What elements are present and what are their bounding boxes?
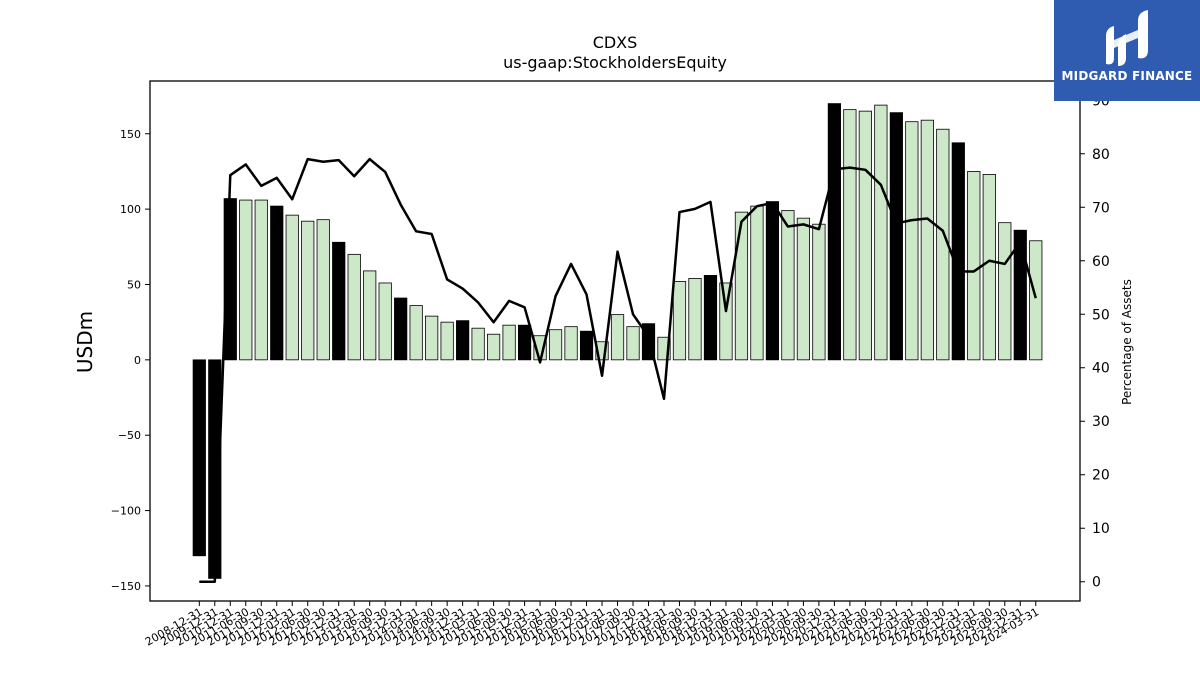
y-axis-label: USDm [73,311,97,373]
bar-2020-09-30 [827,103,841,361]
bar-2016-03-31 [548,329,563,361]
bar-2023-09-30 [1013,229,1027,361]
y2-tick-label: 40 [1092,361,1110,377]
bar-2014-06-30 [440,321,454,361]
bar-2008-12-31 [192,359,206,557]
y2-tick-label: 30 [1092,414,1110,430]
bar-2017-03-31 [610,314,625,361]
x-axis: 2008-12-312009-12-312010-12-312011-06-30… [143,601,1041,649]
bar-2015-06-30 [502,324,516,361]
chart-subtitle: us-gaap:StockholdersEquity [503,53,727,72]
y2-tick-label: 0 [1092,575,1101,591]
chart-title: CDXS [593,33,638,52]
midgard-logo-icon [1106,10,1148,66]
bar-2016-09-30 [579,330,594,361]
bar-2014-12-31 [471,327,485,361]
bar-2019-06-30 [750,205,764,361]
bar-2021-12-31 [905,121,919,361]
bar-2021-03-31 [858,110,872,361]
percentage-of-assets-line [199,157,1037,583]
bar-2023-06-30 [998,222,1012,361]
bar-2018-09-30 [703,275,718,361]
y-tick-label: −50 [118,429,141,442]
bar-2019-09-30 [765,201,780,361]
y-tick-label: 150 [120,128,141,141]
bar-2021-06-30 [874,104,888,361]
bar-2018-03-31 [672,281,687,361]
bar-2016-06-30 [564,326,578,361]
bar-2013-06-30 [378,282,392,361]
y2-tick-label: 60 [1092,254,1110,270]
bar-2020-06-30 [812,223,826,361]
y-axis-left: −150 −100 −50 0 50 100 150 [111,128,150,593]
y2-tick-label: 80 [1092,147,1110,163]
bar-2021-09-30 [889,112,903,361]
y-tick-label: 100 [120,203,141,216]
y-tick-label: 50 [127,278,141,291]
bar-2015-09-30 [517,324,532,361]
bar-2013-12-31 [409,305,423,361]
bar-series [192,103,1043,579]
bar-2020-12-31 [843,109,857,361]
bar-2017-06-30 [626,326,640,361]
y-tick-label: −150 [111,580,141,593]
bar-2013-03-31 [363,270,377,361]
y2-tick-label: 50 [1092,307,1110,323]
bar-2012-12-31 [347,253,361,361]
bar-2014-09-30 [456,320,470,361]
bar-2012-03-31 [301,220,315,361]
bar-2018-12-31 [719,282,733,361]
bar-2022-12-31 [967,171,981,361]
bar-2019-03-31 [734,211,749,361]
bar-2013-09-30 [394,297,408,361]
bar-2019-12-31 [781,210,795,361]
y2-axis-label: Percentage of Assets [1120,279,1134,405]
bar-2012-06-30 [316,219,330,361]
bar-2015-03-31 [487,333,501,361]
brand-name: MIDGARD FINANCE [1061,69,1193,83]
bar-2020-03-31 [796,217,811,361]
bar-2022-03-31 [920,119,934,361]
y-tick-label: 0 [134,354,141,367]
bar-2011-12-31 [285,214,299,361]
bar-2018-06-30 [688,278,702,361]
bar-2011-09-30 [270,205,284,361]
plot-frame [149,80,1081,602]
bar-2022-09-30 [951,142,965,361]
bar-2011-03-31 [239,199,253,361]
y2-tick-label: 10 [1092,521,1110,537]
bar-2023-03-31 [982,174,996,361]
bar-2011-06-30 [254,199,268,361]
bar-2014-03-31 [425,315,439,361]
y2-tick-label: 20 [1092,468,1110,484]
bar-2023-12-31 [1029,240,1043,361]
brand-logo: MIDGARD FINANCE [1054,0,1200,101]
y-tick-label: −100 [111,505,141,518]
bar-2012-09-30 [332,241,346,361]
y2-tick-label: 70 [1092,200,1110,216]
line-series [199,157,1037,583]
